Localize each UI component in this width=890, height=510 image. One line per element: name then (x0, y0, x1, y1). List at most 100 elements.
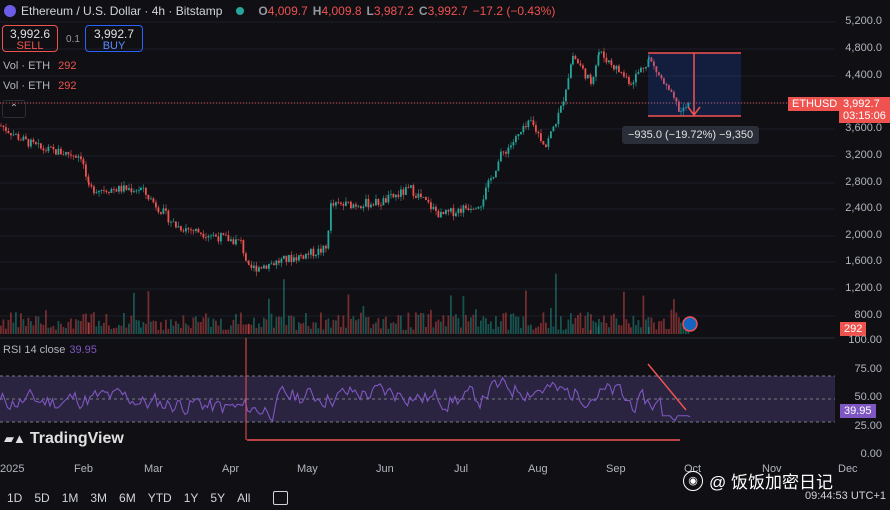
time-tick: Dec (838, 463, 858, 475)
volume-bar (535, 327, 537, 334)
candle-body (590, 77, 592, 84)
volume-bar (295, 329, 298, 334)
candle-body (22, 136, 25, 141)
volume-bar (230, 325, 232, 334)
volume-bar (597, 326, 600, 334)
last-price-tag: 3,992.7 (839, 97, 890, 111)
volume-bar (170, 319, 172, 334)
buy-button[interactable]: 3,992.7 BUY (85, 25, 143, 52)
candle-body (442, 211, 445, 215)
timeframe-5y[interactable]: 5Y (210, 491, 226, 505)
candle-body (550, 131, 552, 139)
volume-bar (435, 321, 437, 334)
candle-body (365, 198, 367, 207)
volume-bar (87, 322, 90, 334)
volume-legend[interactable]: Vol · ETH 292 (3, 80, 77, 92)
volume-bar (205, 313, 207, 334)
candle-body (0, 125, 2, 127)
volume-bar (577, 314, 579, 334)
candle-body (450, 208, 452, 212)
candle-body (330, 203, 332, 231)
timeframe-3m[interactable]: 3M (90, 491, 108, 505)
candle-body (62, 154, 65, 156)
candle-body (605, 57, 608, 63)
timeframe-5d[interactable]: 5D (34, 491, 50, 505)
candle-body (505, 152, 507, 154)
volume-bar (347, 294, 350, 334)
timeframe-1d[interactable]: 1D (7, 491, 23, 505)
candle-body (613, 65, 615, 70)
volume-bar (370, 328, 372, 334)
volume-bar (562, 329, 565, 334)
sell-button[interactable]: 3,992.6 SELL (2, 25, 58, 52)
volume-bar (490, 321, 492, 334)
candle-body (385, 198, 387, 203)
clock[interactable]: 09:44:53 UTC+1 (804, 490, 886, 502)
candle-body (285, 255, 288, 262)
candle-body (560, 105, 562, 113)
volume-bar (130, 315, 133, 334)
volume-bar (40, 323, 42, 334)
candle-body (302, 255, 305, 259)
candle-body (125, 185, 128, 190)
volume-bar (620, 325, 623, 334)
candle-body (315, 254, 317, 257)
candle-body (482, 199, 485, 207)
volume-bar (232, 319, 235, 334)
volume-bar (17, 327, 20, 334)
volume-legend[interactable]: Vol · ETH 292 (3, 60, 77, 72)
candle-body (430, 202, 432, 210)
volume-bar (157, 329, 160, 334)
volume-bar (668, 328, 670, 334)
volume-bar (42, 324, 45, 334)
candle-body (7, 130, 10, 134)
volume-bar (452, 316, 455, 334)
timeframe-ytd[interactable]: YTD (147, 491, 172, 505)
timeframe-1y[interactable]: 1Y (183, 491, 199, 505)
candle-body (128, 188, 130, 190)
ohlc-low: L3,987.2 (366, 4, 414, 18)
candle-body (293, 257, 295, 262)
candle-body (50, 146, 52, 148)
candle-body (675, 97, 678, 102)
candle-body (185, 228, 187, 232)
candle-body (240, 239, 242, 241)
calendar-icon[interactable] (273, 491, 289, 505)
volume-bar (510, 314, 512, 334)
timeframe-1m[interactable]: 1M (61, 491, 79, 505)
rsi-legend[interactable]: RSI 14 close 39.95 (3, 344, 97, 356)
volume-bar (133, 292, 135, 334)
candle-body (653, 61, 655, 67)
volume-bar (283, 279, 285, 334)
volume-bar (603, 315, 605, 334)
candle-body (283, 255, 285, 259)
timeframe-6m[interactable]: 6M (119, 491, 136, 505)
tradingview-logo[interactable]: ▰▲ TradingView (4, 430, 124, 447)
candle-body (637, 72, 640, 74)
price-change: −17.2 (−0.43%) (472, 4, 556, 18)
volume-bar (470, 317, 472, 334)
candle-body (87, 176, 90, 183)
volume-bar (165, 319, 167, 334)
timeframe-all[interactable]: All (237, 491, 251, 505)
candle-body (245, 253, 247, 261)
volume-bar (512, 313, 515, 334)
symbol-title[interactable]: Ethereum / U.S. Dollar · 4h · Bitstamp (21, 4, 223, 18)
volume-bar (307, 326, 310, 334)
candle-body (60, 148, 62, 155)
volume-bar (220, 318, 222, 334)
volume-bar (95, 326, 98, 334)
volume-bar (507, 329, 510, 334)
candle-body (270, 263, 273, 265)
candle-body (465, 205, 467, 209)
volume-bar (598, 318, 600, 334)
volume-bar (375, 322, 377, 334)
candle-body (395, 194, 397, 198)
chevron-up-icon[interactable]: ⌃ (2, 100, 26, 118)
candle-body (380, 204, 382, 206)
candle-body (685, 107, 687, 109)
candle-body (522, 126, 525, 133)
candle-body (205, 237, 207, 239)
volume-bar (352, 316, 355, 334)
